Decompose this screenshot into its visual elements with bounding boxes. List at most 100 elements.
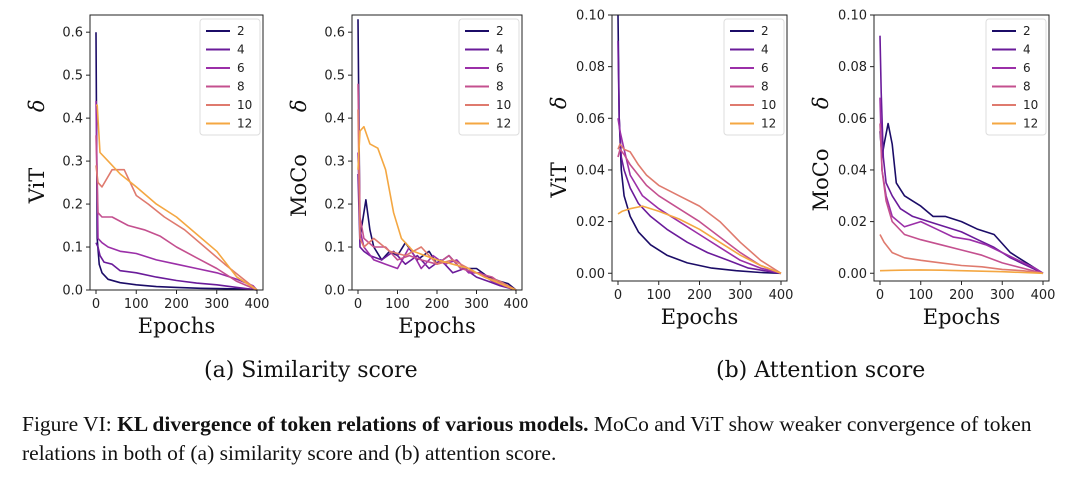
y-axis-label: ViT	[25, 168, 49, 205]
x-tick-label: 400	[1031, 288, 1056, 303]
chart-a-vit: 0 100 200 300 400 0.0 0.1 0.2 0.3 0.4 0.5 0.6 Epochs…	[25, 14, 270, 338]
chart-b-vit: 0 100 200 300 400 0.00 0.02 0.04 0.06 0.08 0.10 Epo…	[547, 9, 793, 330]
x-tick-label: 300	[990, 288, 1015, 303]
x-tick-label: 400	[769, 288, 794, 303]
series-line-8	[95, 135, 258, 291]
legend-label: 4	[1023, 43, 1031, 57]
series-line-10	[95, 165, 258, 291]
legend-label: 6	[496, 61, 504, 75]
y-axis-label: MoCo	[809, 148, 833, 211]
series-line-4	[617, 40, 782, 275]
legend-label: 8	[761, 80, 769, 94]
y-tick-label: 0.00	[576, 267, 605, 282]
legend-label: 4	[761, 43, 769, 57]
series-line-8	[879, 123, 1044, 275]
y-axis-label: MoCo	[287, 154, 311, 217]
x-tick-label: 300	[204, 297, 229, 312]
subcaption-b: (b) Attention score	[716, 358, 926, 383]
series-line-6	[95, 100, 258, 291]
legend-label: 12	[237, 117, 252, 131]
legend-label: 8	[496, 80, 504, 94]
series-line-4	[357, 173, 517, 291]
x-tick-label: 0	[92, 297, 100, 312]
legend-label: 8	[237, 80, 245, 94]
legend-label: 6	[1023, 61, 1031, 75]
y-tick-label: 0.10	[576, 9, 605, 24]
series-line-2	[879, 122, 1044, 274]
series-line-12	[357, 125, 517, 291]
legend-label: 10	[1023, 98, 1038, 112]
y-tick-label: 0.2	[62, 198, 83, 213]
y-tick-label: 0.6	[324, 26, 345, 41]
chart-b-moco: 0 100 200 300 400 0.00 0.02 0.04 0.06 0.08 0.10 Epo…	[809, 9, 1055, 330]
y-axis-symbol: δ	[25, 99, 49, 112]
legend: 2 4 6 8 10 12	[199, 18, 261, 136]
y-tick-label: 0.02	[838, 215, 867, 230]
x-tick-label: 100	[908, 288, 933, 303]
x-axis-label: Epochs	[138, 314, 215, 338]
series-line-12	[617, 205, 782, 275]
series-line-4	[95, 242, 258, 291]
legend-label: 2	[1023, 24, 1031, 38]
y-tick-label: 0.2	[324, 198, 345, 213]
x-tick-label: 0	[354, 297, 362, 312]
y-axis-label: ViT	[547, 162, 571, 199]
y-tick-label: 0.02	[576, 215, 605, 230]
y-tick-label: 0.4	[62, 112, 83, 127]
x-tick-label: 0	[614, 288, 622, 303]
y-tick-label: 0.0	[324, 284, 345, 299]
x-tick-label: 100	[124, 297, 149, 312]
caption-title: KL divergence of token relations of vari…	[117, 412, 589, 436]
legend: 2 4 6 8 10 12	[723, 18, 785, 136]
legend-label: 2	[761, 24, 769, 38]
y-axis-symbol: δ	[809, 96, 833, 109]
y-tick-label: 0.5	[324, 69, 345, 84]
legend-label: 10	[496, 98, 511, 112]
series-line-6	[617, 118, 782, 275]
chart-a-moco: 0 100 200 300 400 0.0 0.1 0.2 0.3 0.4 0.5 0.6 Epochs…	[287, 14, 528, 338]
legend-label: 8	[1023, 80, 1031, 94]
series-line-8	[617, 148, 782, 275]
x-tick-label: 200	[949, 288, 974, 303]
y-tick-label: 0.0	[62, 284, 83, 299]
x-axis-label: Epochs	[398, 314, 475, 338]
series-line-8	[357, 83, 517, 291]
caption-prefix: Figure VI:	[22, 412, 118, 436]
caption-body: MoCo and ViT show weaker convergence of …	[22, 412, 1032, 465]
legend: 2 4 6 8 10 12	[985, 18, 1047, 136]
legend-label: 10	[761, 98, 776, 112]
x-tick-label: 300	[464, 297, 489, 312]
series-line-6	[357, 152, 517, 291]
series-line-10	[879, 234, 1044, 275]
legend: 2 4 6 8 10 12	[458, 18, 520, 136]
y-tick-label: 0.10	[838, 9, 867, 24]
series-line-2	[95, 32, 258, 291]
y-tick-label: 0.00	[838, 267, 867, 282]
x-tick-label: 100	[646, 288, 671, 303]
legend-label: 2	[496, 24, 504, 38]
figure-panels: 0 100 200 300 4000.00.10.20.30.40.50.6Epochs…	[25, 9, 1055, 339]
x-axis-label: Epochs	[923, 305, 1000, 329]
legend-label: 12	[761, 117, 776, 131]
x-tick-label: 200	[425, 297, 450, 312]
series-line-12	[96, 104, 258, 291]
y-tick-label: 0.04	[576, 163, 605, 178]
series-line-2	[617, 14, 782, 275]
x-axis-label: Epochs	[661, 305, 738, 329]
series-line-10	[617, 143, 782, 274]
series-line-12	[879, 269, 1044, 275]
y-tick-label: 0.3	[62, 155, 83, 170]
figure-caption: Figure VI: KL divergence of token relati…	[22, 410, 1067, 468]
legend-label: 12	[1023, 117, 1038, 131]
x-tick-label: 300	[728, 288, 753, 303]
y-tick-label: 0.04	[838, 163, 867, 178]
x-tick-label: 400	[245, 297, 270, 312]
legend-label: 10	[237, 98, 252, 112]
y-tick-label: 0.08	[838, 60, 867, 75]
y-axis-symbol: δ	[547, 96, 571, 109]
x-tick-label: 200	[687, 288, 712, 303]
y-tick-label: 0.06	[576, 112, 605, 127]
y-tick-label: 0.5	[62, 69, 83, 84]
y-tick-label: 0.06	[838, 112, 867, 127]
series-line-6	[879, 97, 1044, 274]
